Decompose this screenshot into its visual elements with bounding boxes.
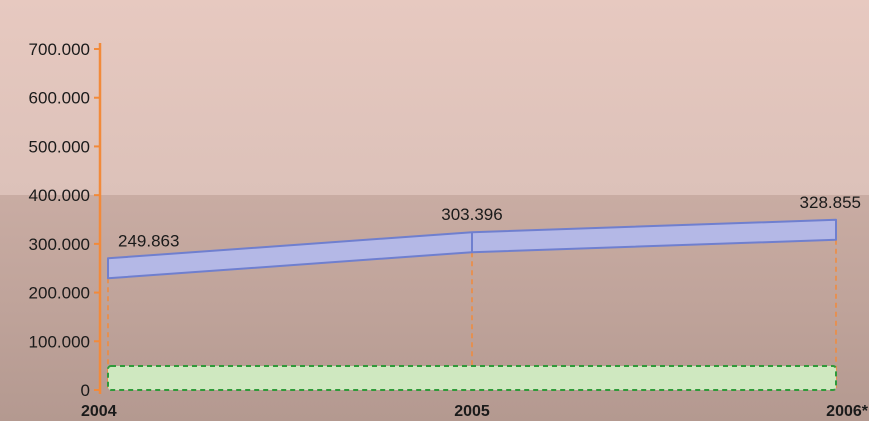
data-label: 328.855 <box>800 193 861 212</box>
x-tick-label: 2004 <box>81 403 117 420</box>
data-label: 303.396 <box>441 205 502 224</box>
baseline-band <box>107 365 837 391</box>
baseline-band-rect <box>107 365 837 391</box>
data-labels: 249.863 303.396 328.855 <box>118 193 861 250</box>
y-tick-label: 600.000 <box>29 89 90 108</box>
x-tick-label: 2006* <box>826 403 869 420</box>
y-tick-label: 400.000 <box>29 186 90 205</box>
x-axis: 2004 2005 2006* <box>81 403 869 420</box>
y-tick-label: 0 <box>81 381 90 400</box>
data-label: 249.863 <box>118 231 179 250</box>
y-tick-label: 500.000 <box>29 137 90 156</box>
y-tick-label: 100.000 <box>29 332 90 351</box>
y-tick-label: 200.000 <box>29 284 90 303</box>
series-band <box>107 218 837 280</box>
y-tick-label: 300.000 <box>29 235 90 254</box>
y-tick-label: 700.000 <box>29 40 90 59</box>
x-tick-label: 2005 <box>454 403 490 420</box>
y-axis: 0 100.000 200.000 300.000 400.000 500.000 600.… <box>29 40 102 400</box>
